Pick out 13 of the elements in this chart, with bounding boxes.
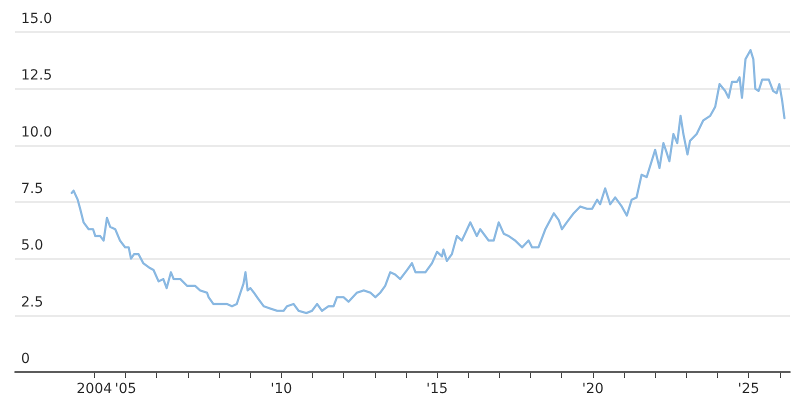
x-tick-label: '25 [738, 381, 760, 397]
x-tick-label: 2004 [76, 381, 112, 397]
y-tick-label: 5.0 [21, 238, 44, 254]
y-tick-label: 0 [21, 351, 30, 367]
y-tick-label: 10.0 [21, 124, 52, 140]
y-tick-label: 2.5 [21, 294, 44, 310]
x-tick-label: '15 [426, 381, 448, 397]
y-tick-label: 7.5 [21, 181, 44, 197]
x-tick-label: '20 [582, 381, 604, 397]
x-tick-label: '05 [114, 381, 136, 397]
y-tick-label: 15.0 [21, 11, 52, 27]
y-tick-label: 12.5 [21, 68, 52, 84]
x-tick-label: '10 [270, 381, 292, 397]
